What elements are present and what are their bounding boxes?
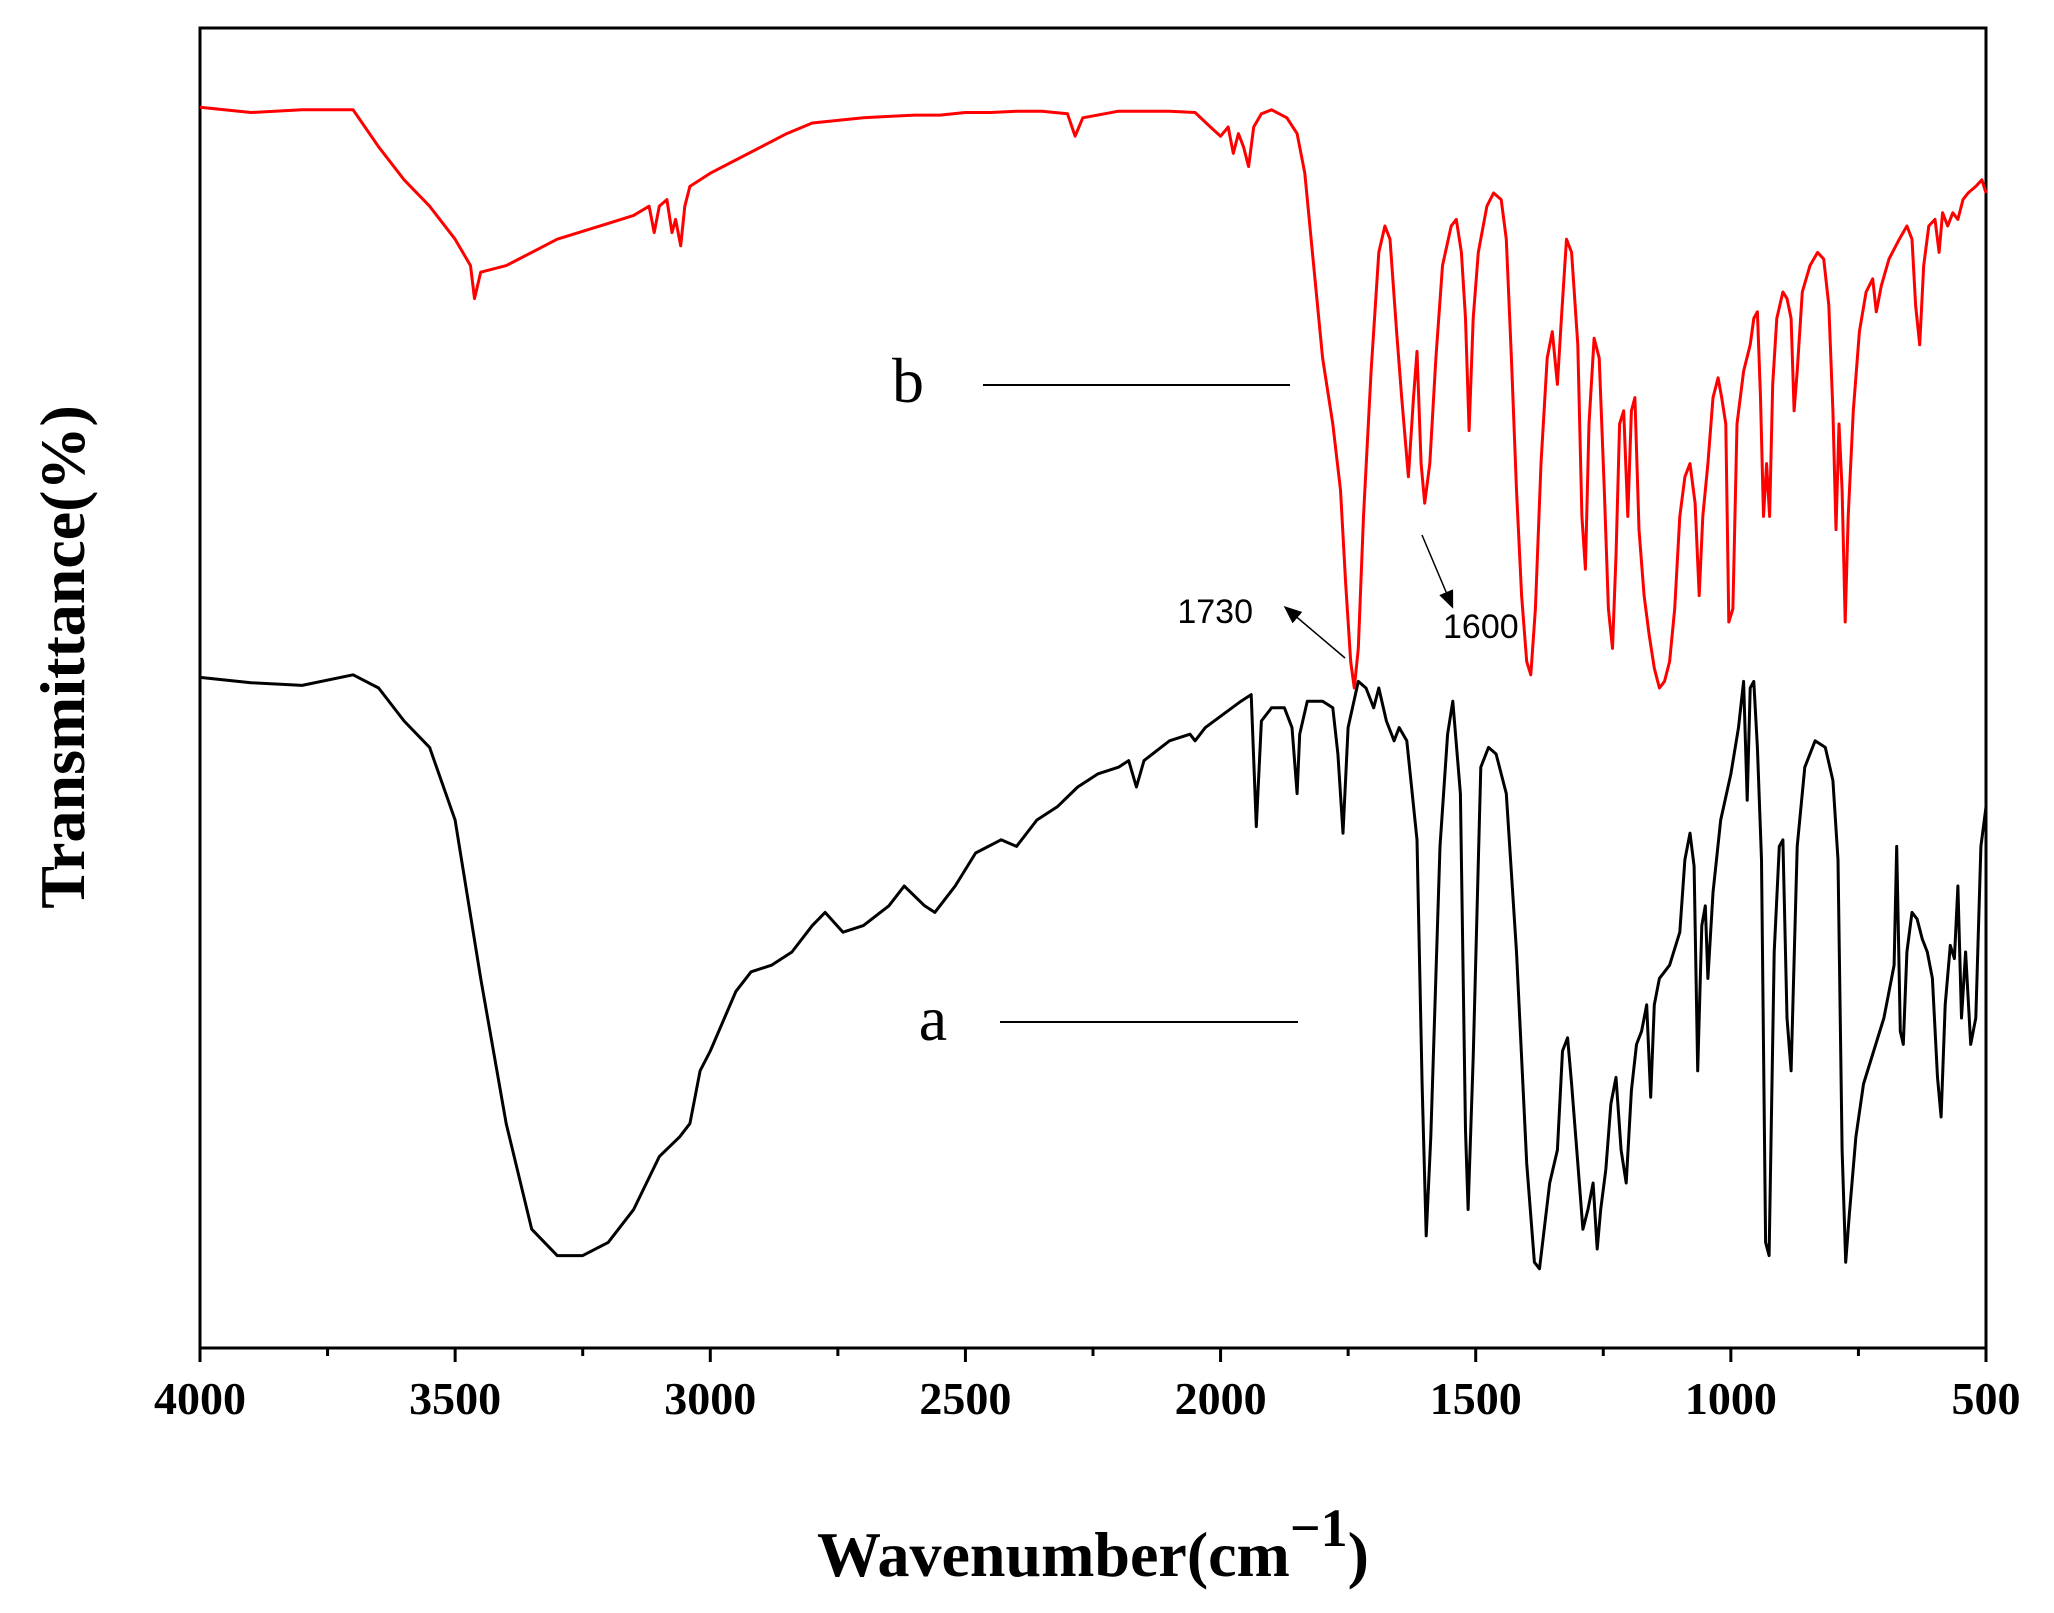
series-a-line bbox=[199, 673, 1988, 1271]
x-axis-title: Wavenumber(cm−1) bbox=[817, 1498, 1369, 1590]
series-label-a: a bbox=[919, 983, 947, 1054]
x-tick-label: 2500 bbox=[919, 1373, 1011, 1424]
x-tick-label: 4000 bbox=[154, 1373, 246, 1424]
plot-frame bbox=[198, 26, 1988, 1350]
x-tick-label: 2000 bbox=[1175, 1373, 1267, 1424]
x-tick-label: 1500 bbox=[1430, 1373, 1522, 1424]
y-axis-title: Transmittance(%) bbox=[27, 405, 98, 909]
x-tick-label: 1000 bbox=[1685, 1373, 1777, 1424]
x-axis-ticks: 4000 3500 3000 2500 2000 1500 1000 500 bbox=[154, 1348, 2021, 1424]
x-tick-label: 3500 bbox=[409, 1373, 501, 1424]
annotation-1730-arrow bbox=[1283, 606, 1346, 659]
series-b-line bbox=[199, 105, 1988, 690]
annotation-1600-label: 1600 bbox=[1443, 608, 1519, 646]
annotation-1730-label: 1730 bbox=[1177, 593, 1253, 631]
series-label-b: b bbox=[892, 345, 924, 416]
annotation-1600-arrow bbox=[1421, 534, 1454, 609]
x-tick-label: 3000 bbox=[664, 1373, 756, 1424]
x-tick-label: 500 bbox=[1952, 1373, 2021, 1424]
